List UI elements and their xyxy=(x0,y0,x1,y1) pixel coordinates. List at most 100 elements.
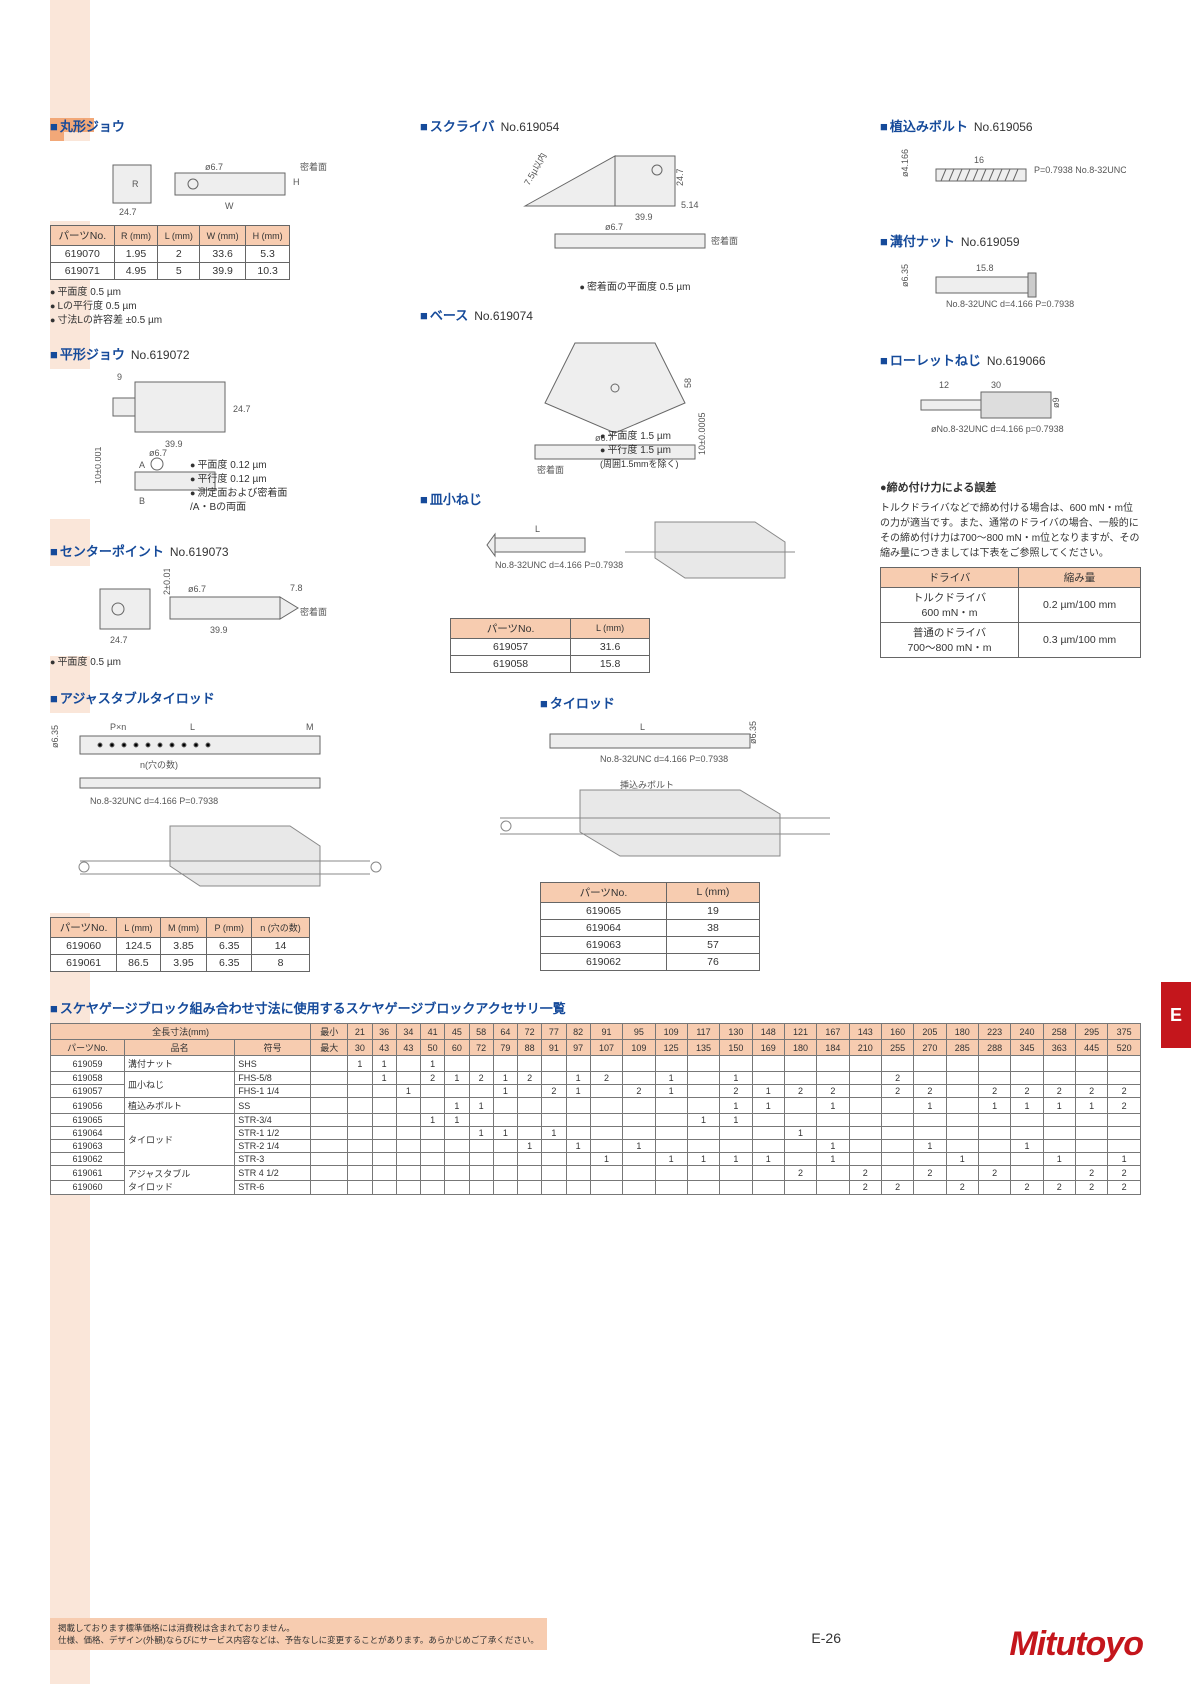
title-mizo: ■溝付ナットNo.619059 xyxy=(880,231,1141,250)
td xyxy=(445,1153,469,1166)
th: 205 xyxy=(914,1024,946,1040)
td: 1 xyxy=(518,1140,542,1153)
td: 619060 xyxy=(51,938,117,955)
td: 1 xyxy=(445,1114,469,1127)
pn: No.619072 xyxy=(131,348,190,362)
diagram-scriber: 24.7 39.9 5.14 7.5µ以内 ø6.7 密着面 xyxy=(420,141,850,281)
td: 6.35 xyxy=(207,955,252,972)
td: 1 xyxy=(493,1085,517,1098)
table-torque: ドライバ縮み量 トルクドライバ 600 mN・m0.2 µm/100 mm 普通… xyxy=(880,567,1141,658)
td: 2 xyxy=(1108,1180,1141,1195)
th: 97 xyxy=(566,1040,590,1056)
td: トルクドライバ 600 mN・m xyxy=(881,588,1019,623)
title-tierod: ■タイロッド xyxy=(540,693,850,712)
td: 2 xyxy=(469,1072,493,1085)
td xyxy=(978,1072,1010,1085)
svg-text:B: B xyxy=(139,496,145,506)
svg-text:P=0.7938 No.8-32UNC: P=0.7938 No.8-32UNC xyxy=(1034,165,1126,175)
td xyxy=(469,1056,493,1072)
td: 1 xyxy=(817,1140,849,1153)
td xyxy=(623,1056,655,1072)
td xyxy=(421,1153,445,1166)
svg-text:挿込みボルト: 挿込みボルト xyxy=(620,779,674,790)
td xyxy=(445,1180,469,1195)
td xyxy=(590,1114,622,1127)
svg-text:A: A xyxy=(139,460,145,470)
td: 619062 xyxy=(541,953,667,970)
title-maru: ■丸形ジョウ xyxy=(50,116,390,135)
t: 植込みボルト xyxy=(890,119,968,134)
td xyxy=(946,1072,978,1085)
td: 3.85 xyxy=(160,938,207,955)
td xyxy=(1075,1072,1107,1085)
td xyxy=(784,1098,816,1114)
td: 1 xyxy=(1011,1098,1043,1114)
td xyxy=(946,1056,978,1072)
td: 1 xyxy=(1043,1153,1075,1166)
td xyxy=(946,1140,978,1153)
td: 1 xyxy=(817,1153,849,1166)
th: 45 xyxy=(445,1024,469,1040)
td: STR 4 1/2 xyxy=(235,1166,311,1181)
th: パーツNo. xyxy=(51,1040,125,1056)
td xyxy=(623,1114,655,1127)
th: 184 xyxy=(817,1040,849,1056)
td xyxy=(396,1140,420,1153)
td: 2 xyxy=(978,1085,1010,1098)
th: W (mm) xyxy=(200,226,246,246)
td xyxy=(687,1166,719,1181)
td xyxy=(1043,1127,1075,1140)
td: アジャスタブル タイロッド xyxy=(125,1166,235,1195)
note: Lの平行度 0.5 µm xyxy=(50,300,390,314)
pn: No.619059 xyxy=(961,235,1020,249)
td xyxy=(1075,1127,1107,1140)
svg-text:H: H xyxy=(293,177,300,187)
td xyxy=(623,1166,655,1181)
svg-text:ø6.7: ø6.7 xyxy=(188,584,206,594)
td: 1 xyxy=(566,1072,590,1085)
td xyxy=(817,1072,849,1085)
td xyxy=(518,1127,542,1140)
t: 締め付け力による誤差 xyxy=(887,482,997,494)
td xyxy=(849,1114,881,1127)
td xyxy=(542,1072,566,1085)
td xyxy=(518,1114,542,1127)
th: L (mm) xyxy=(158,226,200,246)
th: 30 xyxy=(348,1040,372,1056)
th: 95 xyxy=(623,1024,655,1040)
svg-text:n(穴の数): n(穴の数) xyxy=(140,759,178,770)
th: 255 xyxy=(881,1040,913,1056)
svg-text:24.7: 24.7 xyxy=(110,635,128,645)
svg-text:密着面: 密着面 xyxy=(300,606,327,617)
td xyxy=(1075,1140,1107,1153)
td xyxy=(421,1098,445,1114)
t: ローレットねじ xyxy=(890,353,981,368)
td: 2 xyxy=(946,1180,978,1195)
td xyxy=(623,1180,655,1195)
svg-text:No.8-32UNC d=4.166 P=0.7938: No.8-32UNC d=4.166 P=0.7938 xyxy=(495,560,623,570)
th: M (mm) xyxy=(160,918,207,938)
td: 39.9 xyxy=(200,263,246,280)
th: 43 xyxy=(372,1040,396,1056)
td xyxy=(1043,1072,1075,1085)
td xyxy=(348,1098,372,1114)
td xyxy=(687,1140,719,1153)
td: 皿小ねじ xyxy=(125,1072,235,1098)
th: 36 xyxy=(372,1024,396,1040)
td: 76 xyxy=(666,953,759,970)
td: 33.6 xyxy=(200,246,246,263)
td: 619059 xyxy=(51,1056,125,1072)
td xyxy=(849,1153,881,1166)
td xyxy=(566,1153,590,1166)
page-number: E-26 xyxy=(811,1630,841,1646)
td xyxy=(542,1098,566,1114)
td: 1 xyxy=(655,1085,687,1098)
td xyxy=(311,1140,348,1153)
td xyxy=(469,1085,493,1098)
td: 4.95 xyxy=(114,263,158,280)
td xyxy=(542,1153,566,1166)
td xyxy=(784,1140,816,1153)
th: L (mm) xyxy=(117,918,160,938)
td xyxy=(566,1114,590,1127)
td: 2 xyxy=(590,1072,622,1085)
